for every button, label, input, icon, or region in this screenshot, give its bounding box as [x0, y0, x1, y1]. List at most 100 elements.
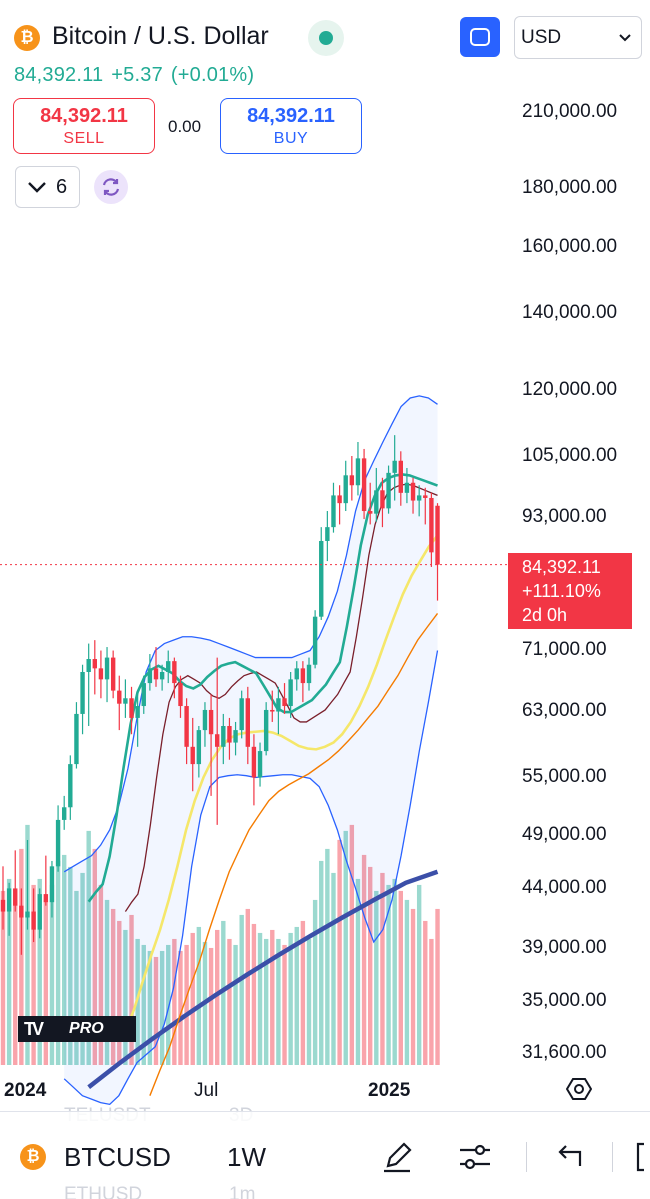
candle-body [135, 706, 140, 718]
volume-bar [239, 914, 244, 1065]
timeframe-selector[interactable]: 1W [227, 1142, 266, 1172]
symbol-title[interactable]: Bitcoin / U.S. Dollar [52, 22, 269, 50]
volume-bar [166, 944, 171, 1065]
volume-bar [331, 872, 336, 1065]
sell-button[interactable]: 84,392.11 SELL [13, 98, 155, 154]
volume-bar [31, 884, 36, 1065]
volume-bar [43, 899, 49, 1065]
candle-body [429, 497, 434, 553]
time-axis-label: 2025 [368, 1080, 411, 1101]
volume-bar [62, 854, 67, 1065]
volume-bar [49, 884, 55, 1065]
candle-body [55, 819, 61, 867]
volume-bar [294, 926, 299, 1065]
fullscreen-icon[interactable] [460, 17, 500, 57]
volume-bar [178, 950, 183, 1065]
candle-body [62, 807, 67, 820]
ma-slow-line [149, 613, 439, 1096]
candle-body [368, 511, 373, 514]
candle-body [263, 709, 269, 752]
indicators-collapse-button[interactable]: 6 [15, 166, 80, 208]
price-axis-label: 35,000.00 [522, 990, 607, 1011]
volume-bar [19, 848, 24, 1065]
candle-body [361, 458, 367, 512]
candle-body [355, 458, 361, 486]
candle-body [202, 709, 208, 731]
logo-pro: PRO [69, 1020, 104, 1037]
candle-body [31, 911, 36, 930]
candle-body [221, 726, 226, 747]
ma-200-line [87, 869, 439, 1089]
draw-pen-icon[interactable] [380, 1140, 414, 1174]
sync-icon[interactable] [94, 170, 128, 204]
volume-bar [429, 938, 434, 1065]
volume-bar [312, 899, 318, 1065]
volume-bar [129, 914, 134, 1065]
price-axis-label: 140,000.00 [522, 302, 618, 323]
candle-body [159, 671, 165, 680]
ghost-symbol: ETHUSD [64, 1184, 143, 1199]
volume-bar [68, 866, 73, 1065]
candle-body [423, 495, 428, 498]
settings-icon[interactable] [566, 1076, 592, 1102]
price-axis-label: 180,000.00 [522, 177, 618, 198]
bollinger-lower-line [63, 650, 439, 1106]
volume-bar [74, 890, 79, 1065]
volume-bar [104, 899, 110, 1065]
candle-body [80, 671, 85, 714]
price-axis-label: 210,000.00 [522, 101, 618, 122]
candle-body [25, 911, 30, 918]
volume-bar [25, 824, 30, 1065]
volume-bar [123, 929, 128, 1065]
chevron-down-icon [28, 181, 46, 193]
candle-body [49, 866, 55, 903]
candle-body [312, 616, 318, 665]
indicators-icon[interactable] [458, 1140, 492, 1174]
bottom-toolbar: ₿ BTCUSD 1W ETHUSD 1m [0, 1111, 650, 1199]
bitcoin-icon: ₿ [20, 1144, 46, 1170]
candle-body [190, 746, 195, 765]
price-axis-label: 44,000.00 [522, 877, 607, 898]
volume-bar [276, 938, 281, 1065]
price-axis-label: 93,000.00 [522, 506, 607, 527]
candle-body [74, 713, 79, 765]
currency-value: USD [521, 26, 562, 48]
change-value: +5.37 [111, 64, 163, 86]
candle-body [410, 482, 416, 501]
volume-bar [282, 944, 287, 1065]
candle-body [416, 495, 422, 501]
symbol-selector[interactable]: BTCUSD [64, 1142, 171, 1172]
volume-bar [153, 956, 159, 1065]
volume-bar [386, 884, 391, 1065]
candle-body [435, 505, 440, 565]
volume-bar [184, 944, 189, 1065]
candle-body [68, 764, 73, 808]
undo-icon[interactable] [554, 1140, 586, 1172]
candle-body [104, 657, 110, 680]
candle-body [117, 690, 122, 704]
price-axis-label: 31,600.00 [522, 1042, 607, 1063]
currency-select[interactable]: USD [514, 16, 642, 59]
volume-bar [147, 950, 153, 1065]
volume-bar [227, 938, 232, 1065]
price-chart[interactable] [0, 0, 650, 1110]
candle-body [398, 460, 403, 493]
spread-value: 0.00 [168, 117, 202, 136]
volume-bar [349, 824, 355, 1065]
volume-bar [92, 848, 97, 1065]
volume-bar [172, 938, 177, 1065]
price-axis-label: 71,000.00 [522, 639, 607, 660]
candle-body [123, 698, 128, 704]
toolbar-separator [526, 1142, 527, 1172]
logo-mark: TV [24, 1018, 44, 1039]
buy-button[interactable]: 84,392.11 BUY [220, 98, 362, 154]
volume-bar [80, 872, 85, 1065]
candle-body [153, 668, 159, 680]
bollinger-upper-line [63, 395, 438, 873]
candle-body [196, 730, 202, 765]
candle-body [6, 888, 12, 912]
candle-body [227, 726, 232, 743]
volume-bar [392, 878, 397, 1065]
more-tools-icon[interactable] [630, 1140, 650, 1174]
volume-bar [55, 860, 61, 1065]
